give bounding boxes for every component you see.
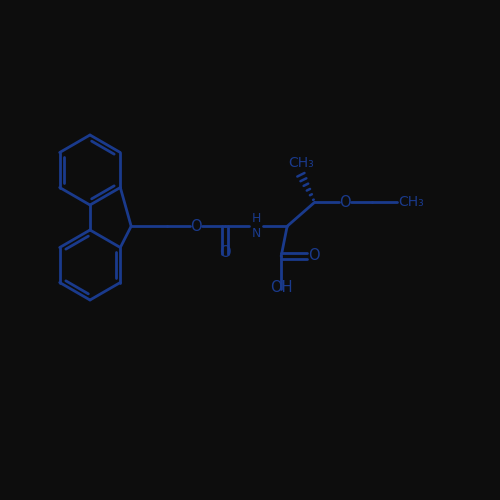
- Text: O: O: [308, 248, 320, 263]
- Text: O: O: [339, 194, 350, 210]
- Text: CH₃: CH₃: [398, 195, 424, 209]
- Text: CH₃: CH₃: [288, 156, 314, 170]
- Text: OH: OH: [270, 280, 292, 295]
- Text: O: O: [220, 246, 231, 260]
- Text: O: O: [190, 219, 202, 234]
- Text: H
N: H N: [252, 212, 261, 240]
